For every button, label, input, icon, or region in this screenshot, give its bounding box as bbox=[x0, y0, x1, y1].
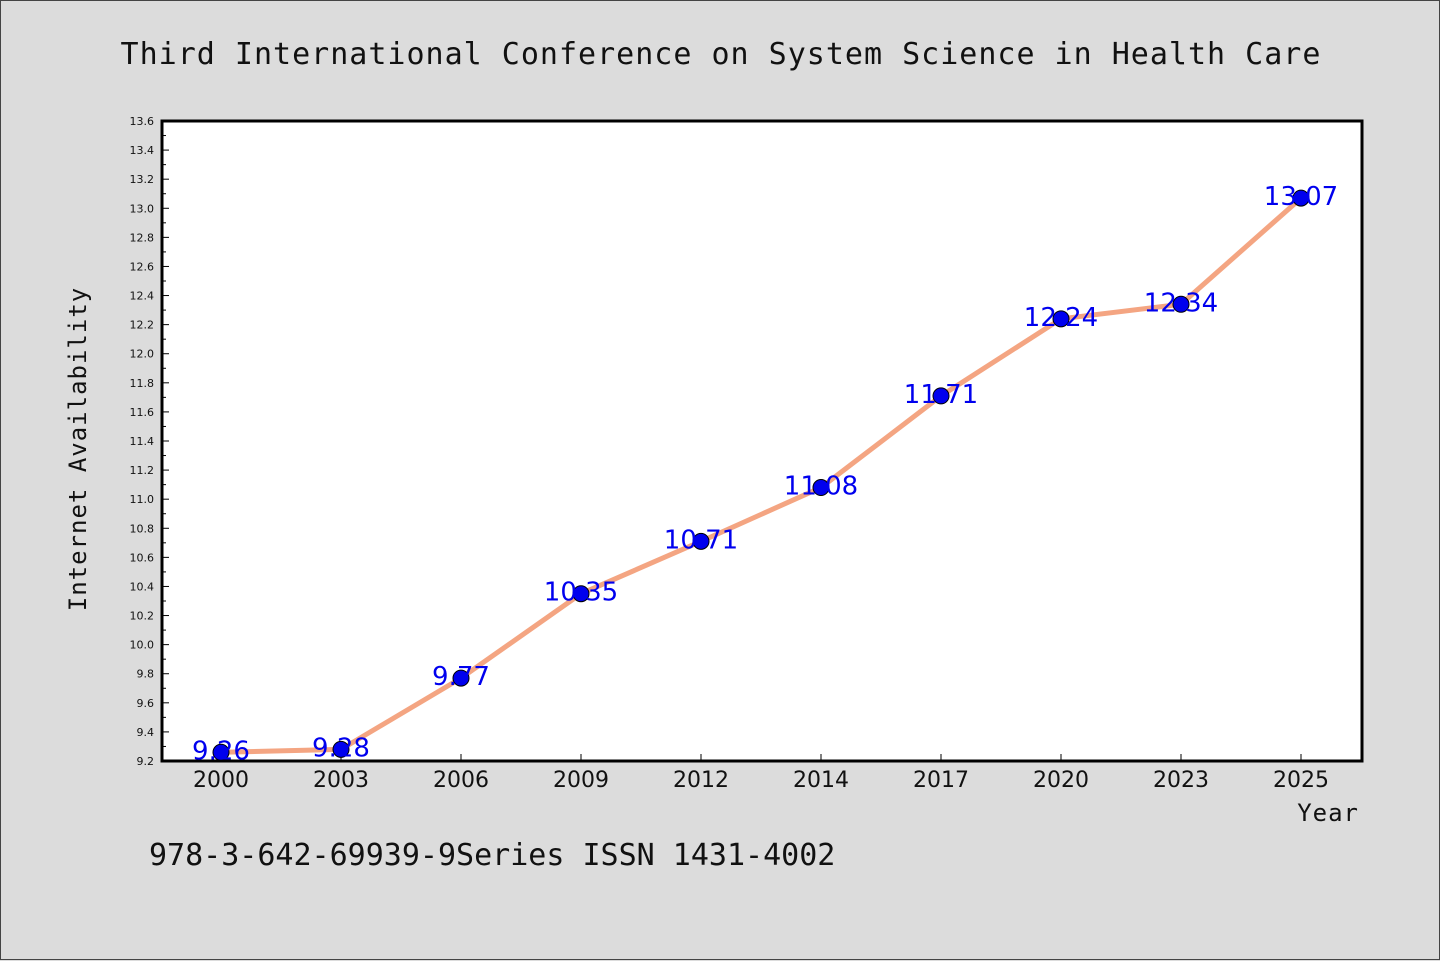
y-tick-label: 11.6 bbox=[130, 406, 155, 419]
x-tick-label: 2017 bbox=[913, 768, 969, 793]
y-tick-label: 13.0 bbox=[130, 202, 155, 215]
chart-title: Third International Conference on System… bbox=[121, 37, 1322, 72]
data-label: 10.35 bbox=[544, 578, 618, 608]
y-tick-label: 12.0 bbox=[130, 348, 155, 361]
x-tick-label: 2012 bbox=[673, 768, 729, 793]
data-labels: 9.26 9.28 9.77 10.35 10.71 11.08 11.71 12.24 12.… bbox=[192, 182, 1338, 766]
y-tick-label: 12.2 bbox=[130, 319, 155, 332]
data-label: 13.07 bbox=[1264, 182, 1338, 212]
x-tick-label: 2025 bbox=[1273, 768, 1329, 793]
y-axis-label: Internet Availability bbox=[64, 287, 92, 611]
y-tick-label: 11.8 bbox=[130, 377, 155, 390]
data-label: 12.24 bbox=[1024, 303, 1098, 333]
data-label: 9.77 bbox=[432, 662, 490, 692]
y-tick-label: 11.4 bbox=[130, 435, 155, 448]
y-tick-label: 10.8 bbox=[130, 522, 155, 535]
data-point bbox=[812, 479, 830, 497]
x-tick-label: 2023 bbox=[1153, 768, 1209, 793]
y-tick-label: 9.8 bbox=[137, 668, 155, 681]
footer-text: 978-3-642-69939-9Series ISSN 1431-4002 bbox=[149, 838, 835, 873]
x-tick-label: 2020 bbox=[1033, 768, 1089, 793]
x-tick-label: 2009 bbox=[553, 768, 609, 793]
data-point bbox=[452, 669, 470, 687]
series-line bbox=[218, 195, 1304, 755]
y-axis: 9.2 9.4 9.6 9.8 10.0 10.2 10.4 10.6 10.8 11.0 11.2… bbox=[130, 115, 169, 768]
x-tick-label: 2014 bbox=[793, 768, 849, 793]
y-tick-label: 12.6 bbox=[130, 260, 155, 273]
y-tick-label: 10.2 bbox=[130, 610, 155, 623]
data-point bbox=[572, 585, 590, 603]
y-tick-label: 10.6 bbox=[130, 551, 155, 564]
data-point bbox=[1172, 295, 1190, 313]
y-tick-label: 9.2 bbox=[137, 755, 155, 768]
data-label: 9.28 bbox=[312, 733, 370, 763]
y-tick-label: 9.6 bbox=[137, 697, 155, 710]
y-tick-label: 12.4 bbox=[130, 290, 155, 303]
data-label: 10.71 bbox=[664, 525, 738, 555]
plot-area bbox=[160, 119, 1364, 763]
data-point bbox=[332, 740, 350, 758]
y-tick-label: 10.0 bbox=[130, 639, 155, 652]
x-tick-label: 2000 bbox=[193, 768, 249, 793]
y-tick-label: 11.2 bbox=[130, 464, 155, 477]
y-tick-label: 13.6 bbox=[130, 115, 155, 128]
y-tick-label: 12.8 bbox=[130, 231, 155, 244]
data-label: 11.08 bbox=[784, 472, 858, 502]
data-point bbox=[1052, 310, 1070, 328]
data-label: 11.71 bbox=[904, 380, 978, 410]
data-label: 12.34 bbox=[1144, 288, 1218, 318]
y-tick-label: 10.4 bbox=[130, 580, 155, 593]
x-axis: 2000 2003 2006 2009 2012 2014 2017 2020 2023 2025 bbox=[193, 754, 1329, 793]
data-point bbox=[932, 387, 950, 405]
x-tick-label: 2006 bbox=[433, 768, 489, 793]
x-tick-label: 2003 bbox=[313, 768, 369, 793]
data-point bbox=[692, 532, 710, 550]
series-group bbox=[212, 189, 1310, 761]
data-point bbox=[1292, 189, 1310, 207]
data-point bbox=[212, 743, 230, 761]
y-tick-label: 13.2 bbox=[130, 173, 155, 186]
y-tick-label: 9.4 bbox=[137, 726, 155, 739]
y-tick-label: 11.0 bbox=[130, 493, 155, 506]
data-label: 9.26 bbox=[192, 736, 250, 766]
x-axis-label: Year bbox=[1297, 799, 1359, 827]
y-tick-label: 13.4 bbox=[130, 144, 155, 157]
